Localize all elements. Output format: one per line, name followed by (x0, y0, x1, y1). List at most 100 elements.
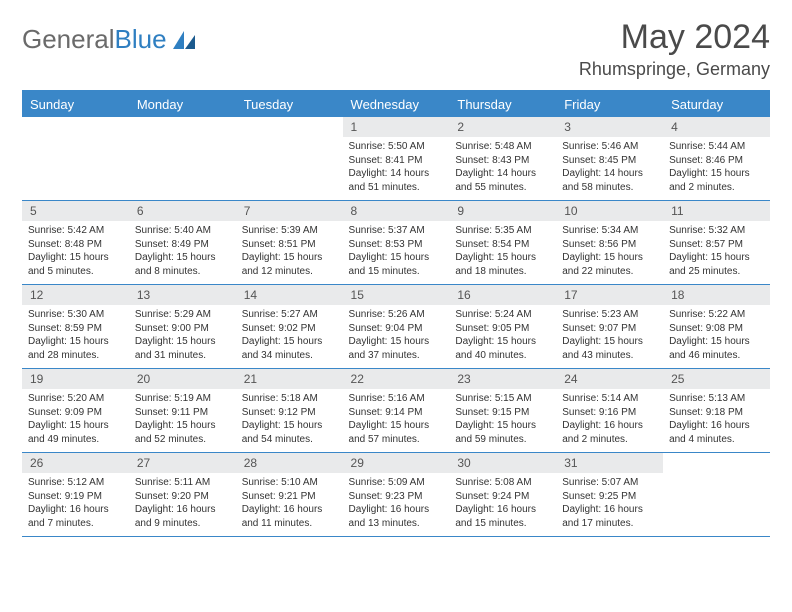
sunrise-text: Sunrise: 5:08 AM (455, 476, 550, 490)
sunrise-text: Sunrise: 5:48 AM (455, 140, 550, 154)
day-number: 13 (129, 285, 236, 305)
calendar-cell: 2Sunrise: 5:48 AMSunset: 8:43 PMDaylight… (449, 117, 556, 201)
day-number: 30 (449, 453, 556, 473)
day-body: Sunrise: 5:48 AMSunset: 8:43 PMDaylight:… (449, 137, 556, 200)
sunrise-text: Sunrise: 5:46 AM (562, 140, 657, 154)
day-number-empty (22, 117, 129, 137)
day-body: Sunrise: 5:22 AMSunset: 9:08 PMDaylight:… (663, 305, 770, 368)
day-number: 28 (236, 453, 343, 473)
day-number-empty (129, 117, 236, 137)
calendar-table: Sunday Monday Tuesday Wednesday Thursday… (22, 90, 770, 537)
col-wednesday: Wednesday (343, 91, 450, 117)
day-body: Sunrise: 5:11 AMSunset: 9:20 PMDaylight:… (129, 473, 236, 536)
sunset-text: Sunset: 9:04 PM (349, 322, 444, 336)
sunrise-text: Sunrise: 5:20 AM (28, 392, 123, 406)
sunrise-text: Sunrise: 5:11 AM (135, 476, 230, 490)
header: GeneralBlue May 2024 Rhumspringe, German… (22, 18, 770, 80)
day-number: 24 (556, 369, 663, 389)
calendar-cell: 3Sunrise: 5:46 AMSunset: 8:45 PMDaylight… (556, 117, 663, 201)
sunrise-text: Sunrise: 5:44 AM (669, 140, 764, 154)
day-body: Sunrise: 5:39 AMSunset: 8:51 PMDaylight:… (236, 221, 343, 284)
day-number: 23 (449, 369, 556, 389)
sunrise-text: Sunrise: 5:39 AM (242, 224, 337, 238)
sunrise-text: Sunrise: 5:19 AM (135, 392, 230, 406)
calendar-cell: 25 Sunrise: 5:13 AMSunset: 9:18 PMDayligh… (663, 369, 770, 453)
sunset-text: Sunset: 9:09 PM (28, 406, 123, 420)
day-number: 21 (236, 369, 343, 389)
sunset-text: Sunset: 9:14 PM (349, 406, 444, 420)
daylight-text: Daylight: 14 hours and 58 minutes. (562, 167, 657, 194)
calendar-cell: 5Sunrise: 5:42 AMSunset: 8:48 PMDaylight… (22, 201, 129, 285)
daylight-text: Daylight: 14 hours and 51 minutes. (349, 167, 444, 194)
day-body: Sunrise: 5:24 AMSunset: 9:05 PMDaylight:… (449, 305, 556, 368)
day-body: Sunrise: 5:08 AMSunset: 9:24 PMDaylight:… (449, 473, 556, 536)
day-number: 18 (663, 285, 770, 305)
sunset-text: Sunset: 9:18 PM (669, 406, 764, 420)
daylight-text: Daylight: 15 hours and 31 minutes. (135, 335, 230, 362)
col-saturday: Saturday (663, 91, 770, 117)
calendar-cell (22, 117, 129, 201)
sunrise-text: Sunrise: 5:50 AM (349, 140, 444, 154)
sunset-text: Sunset: 8:51 PM (242, 238, 337, 252)
sunrise-text: Sunrise: 5:37 AM (349, 224, 444, 238)
calendar-header-row: Sunday Monday Tuesday Wednesday Thursday… (22, 91, 770, 117)
day-number: 19 (22, 369, 129, 389)
sunrise-text: Sunrise: 5:18 AM (242, 392, 337, 406)
day-number: 17 (556, 285, 663, 305)
day-body: Sunrise: 5:46 AMSunset: 8:45 PMDaylight:… (556, 137, 663, 200)
day-number: 4 (663, 117, 770, 137)
day-number: 9 (449, 201, 556, 221)
day-number: 1 (343, 117, 450, 137)
sunrise-text: Sunrise: 5:15 AM (455, 392, 550, 406)
calendar-cell: 6Sunrise: 5:40 AMSunset: 8:49 PMDaylight… (129, 201, 236, 285)
title-block: May 2024 Rhumspringe, Germany (579, 18, 770, 80)
calendar-cell: 13Sunrise: 5:29 AMSunset: 9:00 PMDayligh… (129, 285, 236, 369)
sunrise-text: Sunrise: 5:16 AM (349, 392, 444, 406)
calendar-cell: 23Sunrise: 5:15 AMSunset: 9:15 PMDayligh… (449, 369, 556, 453)
sunrise-text: Sunrise: 5:23 AM (562, 308, 657, 322)
day-body-empty (129, 137, 236, 193)
daylight-text: Daylight: 16 hours and 4 minutes. (669, 419, 764, 446)
day-body: Sunrise: 5:18 AMSunset: 9:12 PMDaylight:… (236, 389, 343, 452)
calendar-cell: 30Sunrise: 5:08 AMSunset: 9:24 PMDayligh… (449, 453, 556, 537)
daylight-text: Daylight: 15 hours and 15 minutes. (349, 251, 444, 278)
day-number: 29 (343, 453, 450, 473)
page-title-month: May 2024 (579, 18, 770, 57)
calendar-cell: 10Sunrise: 5:34 AMSunset: 8:56 PMDayligh… (556, 201, 663, 285)
sunset-text: Sunset: 9:12 PM (242, 406, 337, 420)
sunrise-text: Sunrise: 5:10 AM (242, 476, 337, 490)
sunrise-text: Sunrise: 5:32 AM (669, 224, 764, 238)
sunset-text: Sunset: 9:08 PM (669, 322, 764, 336)
day-number: 31 (556, 453, 663, 473)
calendar-week-row: 26Sunrise: 5:12 AMSunset: 9:19 PMDayligh… (22, 453, 770, 537)
calendar-cell: 26Sunrise: 5:12 AMSunset: 9:19 PMDayligh… (22, 453, 129, 537)
day-body: Sunrise: 5:27 AMSunset: 9:02 PMDaylight:… (236, 305, 343, 368)
daylight-text: Daylight: 16 hours and 9 minutes. (135, 503, 230, 530)
daylight-text: Daylight: 15 hours and 59 minutes. (455, 419, 550, 446)
sunrise-text: Sunrise: 5:13 AM (669, 392, 764, 406)
sunrise-text: Sunrise: 5:30 AM (28, 308, 123, 322)
sunrise-text: Sunrise: 5:26 AM (349, 308, 444, 322)
daylight-text: Daylight: 15 hours and 40 minutes. (455, 335, 550, 362)
day-number: 10 (556, 201, 663, 221)
col-sunday: Sunday (22, 91, 129, 117)
day-body: Sunrise: 5:23 AMSunset: 9:07 PMDaylight:… (556, 305, 663, 368)
day-body: Sunrise: 5:37 AMSunset: 8:53 PMDaylight:… (343, 221, 450, 284)
sunrise-text: Sunrise: 5:34 AM (562, 224, 657, 238)
day-number: 25 (663, 369, 770, 389)
daylight-text: Daylight: 15 hours and 28 minutes. (28, 335, 123, 362)
day-number-empty (663, 453, 770, 473)
daylight-text: Daylight: 14 hours and 55 minutes. (455, 167, 550, 194)
sunset-text: Sunset: 8:48 PM (28, 238, 123, 252)
calendar-cell (663, 453, 770, 537)
sunset-text: Sunset: 9:25 PM (562, 490, 657, 504)
calendar-cell: 7Sunrise: 5:39 AMSunset: 8:51 PMDaylight… (236, 201, 343, 285)
daylight-text: Daylight: 15 hours and 8 minutes. (135, 251, 230, 278)
sunrise-text: Sunrise: 5:29 AM (135, 308, 230, 322)
sunrise-text: Sunrise: 5:07 AM (562, 476, 657, 490)
daylight-text: Daylight: 15 hours and 5 minutes. (28, 251, 123, 278)
day-number: 6 (129, 201, 236, 221)
page-title-location: Rhumspringe, Germany (579, 59, 770, 80)
calendar-week-row: 5Sunrise: 5:42 AMSunset: 8:48 PMDaylight… (22, 201, 770, 285)
calendar-cell: 14Sunrise: 5:27 AMSunset: 9:02 PMDayligh… (236, 285, 343, 369)
